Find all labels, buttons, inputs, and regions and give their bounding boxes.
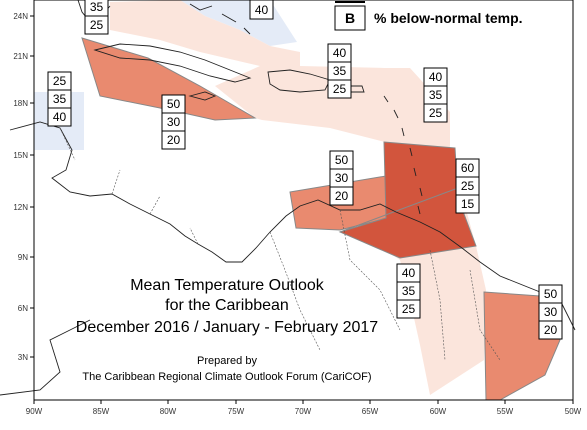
prob-box-hispaniola: 40 35 25 — [327, 43, 352, 99]
prob-value: 40 — [402, 266, 416, 280]
legend-symbol-box — [334, 5, 366, 31]
x-tick-label: 80W — [160, 407, 177, 416]
prob-value: 25 — [333, 82, 347, 96]
prob-box-windwards: 60 25 15 — [455, 158, 480, 214]
prob-value: 40 — [53, 110, 67, 124]
map-title-line1: Mean Temperature Outlook — [130, 277, 325, 294]
x-axis: 90W 85W 80W 75W 70W 65W 60W 55W 50W — [26, 400, 582, 416]
legend-symbol: B — [345, 10, 355, 26]
prob-value: 35 — [333, 64, 347, 78]
y-axis: 24N 21N 18N 15N 12N 9N 6N 3N — [13, 12, 34, 362]
y-tick-label: 9N — [18, 253, 28, 262]
legend-label: % below-normal temp. — [374, 10, 523, 26]
x-tick-label: 55W — [497, 407, 514, 416]
prob-box-bahamas: 35 25 — [84, 0, 109, 35]
map-title-line2: for the Caribbean — [165, 297, 289, 314]
prob-value: 50 — [167, 97, 181, 111]
prob-box-guyana: 40 35 25 — [396, 263, 421, 319]
prob-value: 25 — [53, 74, 67, 88]
prob-value: 50 — [544, 287, 558, 301]
region-divider — [339, 187, 459, 233]
prob-value: 30 — [335, 171, 349, 185]
prob-value: 50 — [335, 153, 349, 167]
region-windward-islands — [338, 141, 477, 259]
legend: B % below-normal temp. — [334, 1, 523, 31]
prob-box-french-guiana: 50 30 20 — [538, 284, 563, 340]
x-tick-label: 70W — [295, 407, 312, 416]
prob-box-jamaica: 50 30 20 — [161, 94, 186, 150]
prob-value: 60 — [461, 161, 475, 175]
x-tick-label: 85W — [93, 407, 110, 416]
y-tick-label: 12N — [13, 203, 28, 212]
region-cuba-bahamas — [110, 0, 300, 66]
credit-line2: The Caribbean Regional Climate Outlook F… — [82, 371, 371, 383]
prob-value: 40 — [333, 46, 347, 60]
prob-value: 25 — [402, 302, 416, 316]
y-tick-label: 18N — [13, 99, 28, 108]
prob-value: 30 — [544, 305, 558, 319]
credit-line1: Prepared by — [197, 355, 257, 367]
prob-box-yucatan: 25 35 40 — [47, 71, 72, 127]
x-tick-label: 90W — [26, 407, 43, 416]
y-tick-label: 6N — [18, 304, 28, 313]
prob-value: 25 — [429, 106, 443, 120]
region-greater-antilles-band — [215, 66, 450, 150]
prob-value: 20 — [544, 323, 558, 337]
x-tick-label: 60W — [430, 407, 447, 416]
prob-value: 30 — [167, 115, 181, 129]
x-tick-label: 75W — [228, 407, 245, 416]
prob-value: 15 — [461, 197, 475, 211]
prob-value: 35 — [402, 284, 416, 298]
map-title-line3: December 2016 / January - February 2017 — [76, 319, 378, 336]
y-tick-label: 15N — [13, 151, 28, 160]
prob-value: 40 — [255, 3, 269, 17]
prob-value: 25 — [461, 179, 475, 193]
x-tick-label: 50W — [565, 407, 582, 416]
prob-value: 35 — [90, 0, 104, 14]
prob-value: 20 — [335, 189, 349, 203]
prob-value: 35 — [53, 92, 67, 106]
prob-box-abc-islands: 50 30 20 — [329, 150, 354, 206]
prob-value: 25 — [90, 18, 104, 32]
y-tick-label: 3N — [18, 353, 28, 362]
coastlines — [0, 0, 576, 396]
prob-box-cuba: 40 — [249, 0, 274, 20]
x-tick-label: 65W — [362, 407, 379, 416]
prob-value: 20 — [167, 133, 181, 147]
prob-value: 35 — [429, 88, 443, 102]
prob-value: 40 — [429, 70, 443, 84]
y-tick-label: 24N — [13, 12, 28, 21]
y-tick-label: 21N — [13, 52, 28, 61]
prob-box-leewards: 40 35 25 — [423, 67, 448, 123]
